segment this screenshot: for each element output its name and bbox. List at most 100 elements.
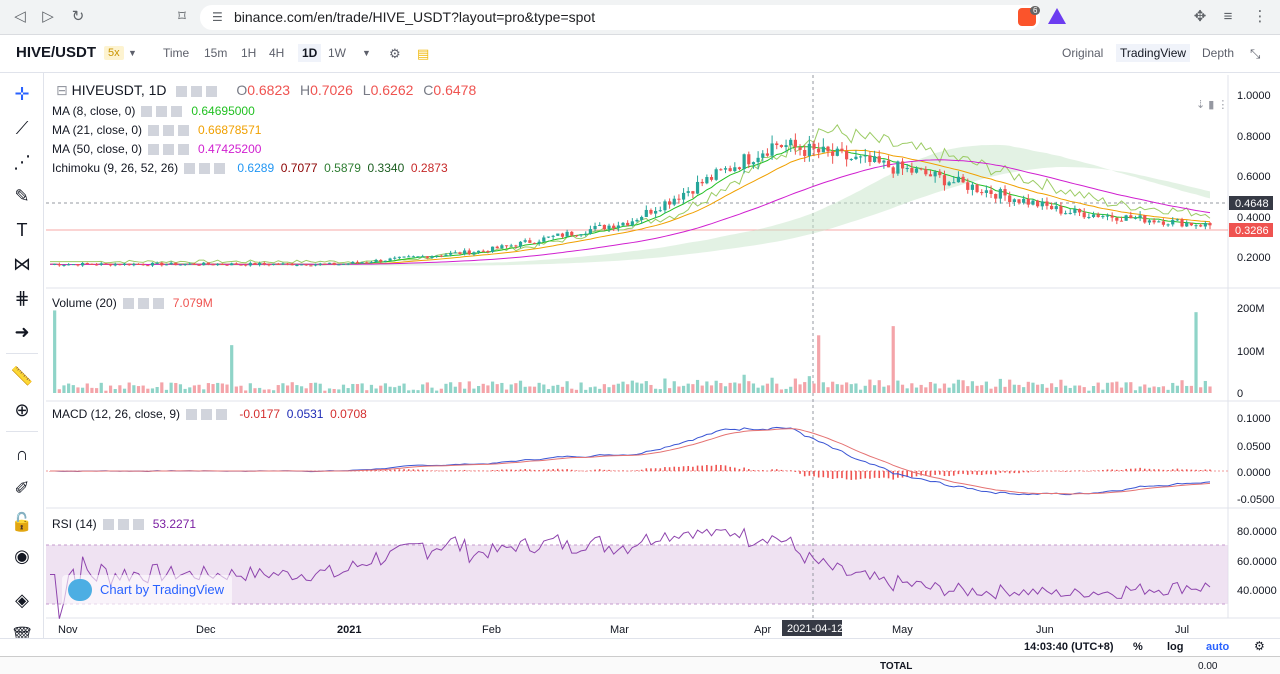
prediction-icon[interactable]: ⋕: [14, 288, 30, 308]
tradingview-badge[interactable]: Chart by TradingView: [62, 575, 232, 605]
candle-body: [486, 250, 490, 252]
legend-actions[interactable]: [122, 298, 167, 310]
candle-body: [458, 252, 462, 254]
eye-icon[interactable]: ◉: [14, 546, 30, 566]
pattern-icon[interactable]: ⋈: [13, 254, 31, 274]
macd-hist-bar: [515, 469, 517, 471]
collapse-icon[interactable]: ⊟: [56, 82, 68, 98]
interval-15m[interactable]: 15m: [204, 46, 228, 60]
candle-body: [1012, 199, 1016, 202]
magnet-icon[interactable]: ∩: [15, 444, 29, 464]
volume-bar: [1054, 387, 1058, 393]
text-icon[interactable]: T: [16, 220, 28, 240]
macd-hist-bar: [934, 471, 936, 475]
macd-hist-bar: [999, 471, 1002, 473]
candle-body: [444, 254, 448, 256]
settings-gear-icon[interactable]: ⚙: [1254, 639, 1265, 653]
macd-hist-bar: [379, 470, 382, 471]
interval-1d[interactable]: 1D: [298, 44, 322, 62]
reload-icon[interactable]: ↻: [71, 8, 85, 25]
volume-bar: [588, 387, 593, 393]
menu-icon[interactable]: ⋮: [1252, 8, 1268, 25]
macd-hist-bar: [990, 471, 992, 475]
interval-1w[interactable]: 1W: [328, 46, 346, 60]
legend-actions[interactable]: [186, 409, 231, 421]
interval-time[interactable]: Time: [163, 46, 190, 60]
volume-bar: [323, 390, 327, 393]
candle-body: [318, 263, 322, 265]
volume-bar: [714, 380, 718, 393]
volume-bar: [770, 377, 774, 393]
address-bar[interactable]: ☰ binance.com/en/trade/HIVE_USDT?layout=…: [200, 5, 1040, 30]
stay-drawing-icon[interactable]: ✐: [14, 478, 30, 498]
view-original[interactable]: Original: [1062, 46, 1104, 60]
candle-body: [421, 256, 425, 258]
fullscreen-icon[interactable]: ⤡: [1250, 46, 1261, 61]
volume-bar: [733, 382, 737, 393]
candle-body: [644, 209, 648, 217]
bookmark-icon[interactable]: ⌑: [178, 8, 186, 25]
candle-body: [807, 143, 811, 156]
playlist-icon[interactable]: ≡: [1223, 8, 1233, 25]
macd-hist-bar: [673, 466, 676, 471]
candle-body: [551, 235, 555, 237]
lock-icon[interactable]: 🔓: [10, 512, 34, 532]
legend-actions[interactable]: [148, 144, 193, 156]
candle-body: [1003, 189, 1007, 196]
legend-actions[interactable]: [102, 519, 147, 531]
candle-body: [407, 256, 411, 258]
chart-canvas[interactable]: 1.0000 0.8000 0.6000 0.4000 0.2000 0.464…: [46, 75, 1280, 660]
more-intervals-icon[interactable]: ▼: [362, 48, 371, 58]
volume-bar: [756, 387, 760, 393]
candle-body: [220, 264, 224, 266]
candle-body: [67, 264, 71, 266]
layers-icon[interactable]: ◈: [15, 590, 29, 610]
candle-body: [225, 264, 229, 266]
volume-bar: [290, 382, 294, 393]
ichimoku-chikou: [50, 123, 1211, 264]
brush-icon[interactable]: ✎: [14, 186, 30, 206]
brave-rewards-icon[interactable]: [1048, 8, 1066, 24]
candle-body: [150, 262, 155, 266]
interval-1h[interactable]: 1H: [241, 46, 257, 60]
log-toggle[interactable]: log: [1167, 641, 1184, 653]
percent-toggle[interactable]: %: [1133, 641, 1143, 653]
back-icon[interactable]: ◁: [14, 8, 26, 25]
auto-toggle[interactable]: auto: [1206, 641, 1230, 653]
settings-sliders-icon[interactable]: ⚙: [389, 46, 401, 61]
legend-actions[interactable]: [141, 106, 186, 118]
macd-histogram: [49, 464, 1211, 480]
chevron-down-icon[interactable]: ▼: [128, 48, 137, 58]
symbol-label[interactable]: HIVE/USDT: [16, 44, 97, 61]
macd-hist-bar: [449, 470, 452, 471]
ruler-icon[interactable]: 📏: [10, 366, 34, 386]
volume-bar: [178, 384, 183, 393]
fib-icon[interactable]: ⋰: [13, 152, 31, 172]
crosshair-icon[interactable]: ✛: [14, 84, 30, 104]
legend-actions[interactable]: [176, 85, 221, 97]
pane-controls-icon[interactable]: ⇣ ▮ ⋮: [1196, 99, 1229, 111]
site-info-icon[interactable]: ☰: [212, 10, 223, 24]
browser-toolbar: ◁ ▷ ↻ ⌑ ☰ binance.com/en/trade/HIVE_USDT…: [0, 0, 1280, 35]
interval-4h[interactable]: 4H: [269, 46, 285, 60]
legend-actions[interactable]: [148, 125, 193, 137]
zoom-in-icon[interactable]: ⊕: [14, 400, 30, 420]
legend-actions[interactable]: [184, 163, 229, 175]
candle-body: [900, 161, 905, 169]
candle-body: [113, 264, 117, 266]
arrow-icon[interactable]: ➜: [14, 322, 30, 342]
macd-hist-bar: [1027, 471, 1030, 473]
indicator-icon[interactable]: ▤: [417, 46, 430, 61]
macd-hist-bar: [1050, 471, 1053, 472]
volume-bar: [868, 379, 872, 393]
forward-icon[interactable]: ▷: [42, 8, 54, 25]
extensions-icon[interactable]: ✥: [1193, 8, 1207, 25]
volume-bar: [327, 388, 332, 393]
view-tradingview[interactable]: TradingView: [1116, 44, 1191, 62]
trend-line-icon[interactable]: ⟋: [15, 118, 29, 138]
candle-body: [178, 264, 183, 266]
candle-body: [626, 222, 630, 226]
view-depth[interactable]: Depth: [1202, 46, 1235, 60]
candle-body: [1068, 212, 1072, 214]
volume-bar: [798, 384, 802, 393]
